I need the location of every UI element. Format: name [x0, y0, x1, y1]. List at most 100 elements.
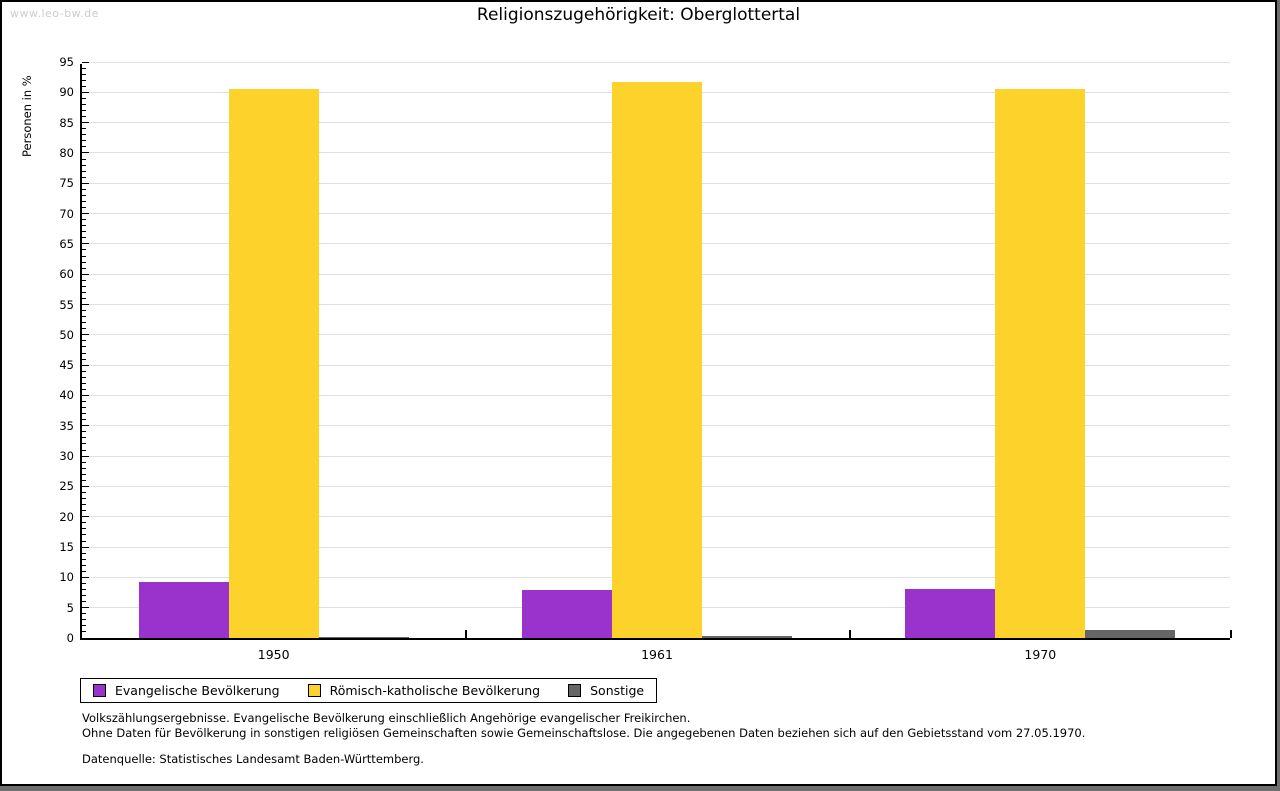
legend-label: Evangelische Bevölkerung [115, 683, 280, 698]
legend: Evangelische Bevölkerung Römisch-katholi… [80, 678, 658, 703]
y-minor-tick [82, 413, 86, 415]
legend-swatch-gray-icon [568, 684, 582, 697]
y-minor-tick [82, 437, 86, 439]
y-minor-tick [82, 194, 86, 196]
y-minor-tick [82, 510, 86, 512]
bar-evangelische-bev-lkerung-1961 [522, 589, 612, 638]
y-minor-tick [82, 467, 86, 469]
y-minor-tick [82, 479, 86, 481]
y-minor-tick [82, 85, 86, 87]
y-tick-label: 10 [59, 570, 74, 585]
y-minor-tick [82, 249, 86, 251]
plot-area: 0 5 10 15 20 25 30 35 40 45 50 55 60 65 70 75 80 85 90 95 19… [59, 55, 1232, 662]
y-minor-tick [82, 176, 86, 178]
y-minor-tick [82, 261, 86, 263]
y-minor-tick [82, 461, 86, 463]
y-minor-tick [82, 110, 86, 112]
y-minor-tick [82, 219, 86, 221]
y-minor-tick [82, 358, 86, 360]
y-minor-tick [82, 103, 86, 105]
y-tick-label: 20 [59, 509, 74, 524]
y-tick-label: 90 [59, 85, 74, 100]
y-tick-label: 65 [59, 236, 74, 251]
y-minor-tick [82, 613, 86, 615]
legend-label: Römisch-katholische Bevölkerung [329, 683, 541, 698]
y-major-tick [82, 213, 89, 215]
x-boundary-tick [465, 630, 468, 638]
y-minor-tick [82, 73, 86, 75]
y-minor-tick [82, 170, 86, 172]
bar-evangelische-bev-lkerung-1970 [905, 588, 996, 638]
y-minor-tick [82, 564, 86, 566]
y-minor-tick [82, 552, 86, 554]
x-tick-label: 1961 [641, 647, 673, 662]
y-minor-tick [82, 237, 86, 239]
y-minor-tick [82, 491, 86, 493]
y-tick-label: 70 [59, 206, 74, 221]
y-minor-tick [82, 255, 86, 257]
gridline [82, 61, 1230, 63]
y-minor-tick [82, 595, 86, 597]
y-minor-tick [82, 225, 86, 227]
y-tick-label: 50 [59, 327, 74, 342]
y-minor-tick [82, 631, 86, 633]
y-minor-tick [82, 128, 86, 130]
y-minor-tick [82, 352, 86, 354]
bar-r-misch-katholische-bev-lkerung-1950 [228, 89, 319, 638]
y-tick-label: 55 [59, 297, 74, 312]
y-minor-tick [82, 558, 86, 560]
y-minor-tick [82, 316, 86, 318]
y-major-tick [82, 182, 89, 184]
data-source: Datenquelle: Statistisches Landesamt Bad… [82, 752, 424, 766]
footnotes: Volkszählungsergebnisse. Evangelische Be… [82, 711, 1085, 767]
legend-entry-katholisch: Römisch-katholische Bevölkerung [307, 683, 541, 698]
y-tick-label: 95 [59, 55, 74, 69]
y-tick-label: 30 [59, 449, 74, 464]
y-minor-tick [82, 116, 86, 118]
footnote-line-2: Ohne Daten für Bevölkerung in sonstigen … [82, 725, 1086, 740]
y-minor-tick [82, 297, 86, 299]
y-major-tick [82, 455, 89, 457]
y-major-tick [82, 273, 89, 275]
y-tick-label: 25 [59, 479, 74, 494]
y-major-tick [82, 61, 89, 63]
y-tick-label: 40 [59, 388, 74, 403]
y-minor-tick [82, 67, 86, 69]
y-minor-tick [82, 291, 86, 293]
y-tick-label: 60 [59, 267, 74, 282]
y-tick-label: 85 [59, 115, 74, 130]
y-minor-tick [82, 164, 86, 166]
y-tick-label: 35 [59, 418, 74, 433]
y-minor-tick [82, 200, 86, 202]
y-tick-label: 75 [59, 176, 74, 191]
y-minor-tick [82, 382, 86, 384]
y-minor-tick [82, 79, 86, 81]
y-minor-tick [82, 401, 86, 403]
y-minor-tick [82, 582, 86, 584]
y-major-tick [82, 576, 89, 578]
y-minor-tick [82, 340, 86, 342]
y-minor-tick [82, 158, 86, 160]
bar-r-misch-katholische-bev-lkerung-1970 [995, 88, 1086, 638]
y-minor-tick [82, 279, 86, 281]
y-axis-label: Personen in % [20, 75, 34, 157]
y-minor-tick [82, 322, 86, 324]
page-title: Religionszugehörigkeit: Oberglottertal [476, 5, 801, 25]
y-minor-tick [82, 285, 86, 287]
y-minor-tick [82, 589, 86, 590]
y-minor-tick [82, 310, 86, 312]
y-minor-tick [82, 625, 86, 627]
y-minor-tick [82, 140, 86, 142]
y-minor-tick [82, 534, 86, 536]
y-major-tick [82, 607, 89, 609]
y-minor-tick [82, 134, 86, 136]
y-minor-tick [82, 473, 86, 475]
footnote-line-1: Volkszählungsergebnisse. Evangelische Be… [82, 711, 691, 725]
bar-sonstige-1950 [318, 636, 409, 638]
y-tick-label: 80 [59, 145, 74, 160]
y-minor-tick [82, 570, 86, 572]
y-major-tick [82, 243, 89, 245]
y-major-tick [82, 394, 89, 396]
y-tick-label: 45 [59, 358, 74, 373]
